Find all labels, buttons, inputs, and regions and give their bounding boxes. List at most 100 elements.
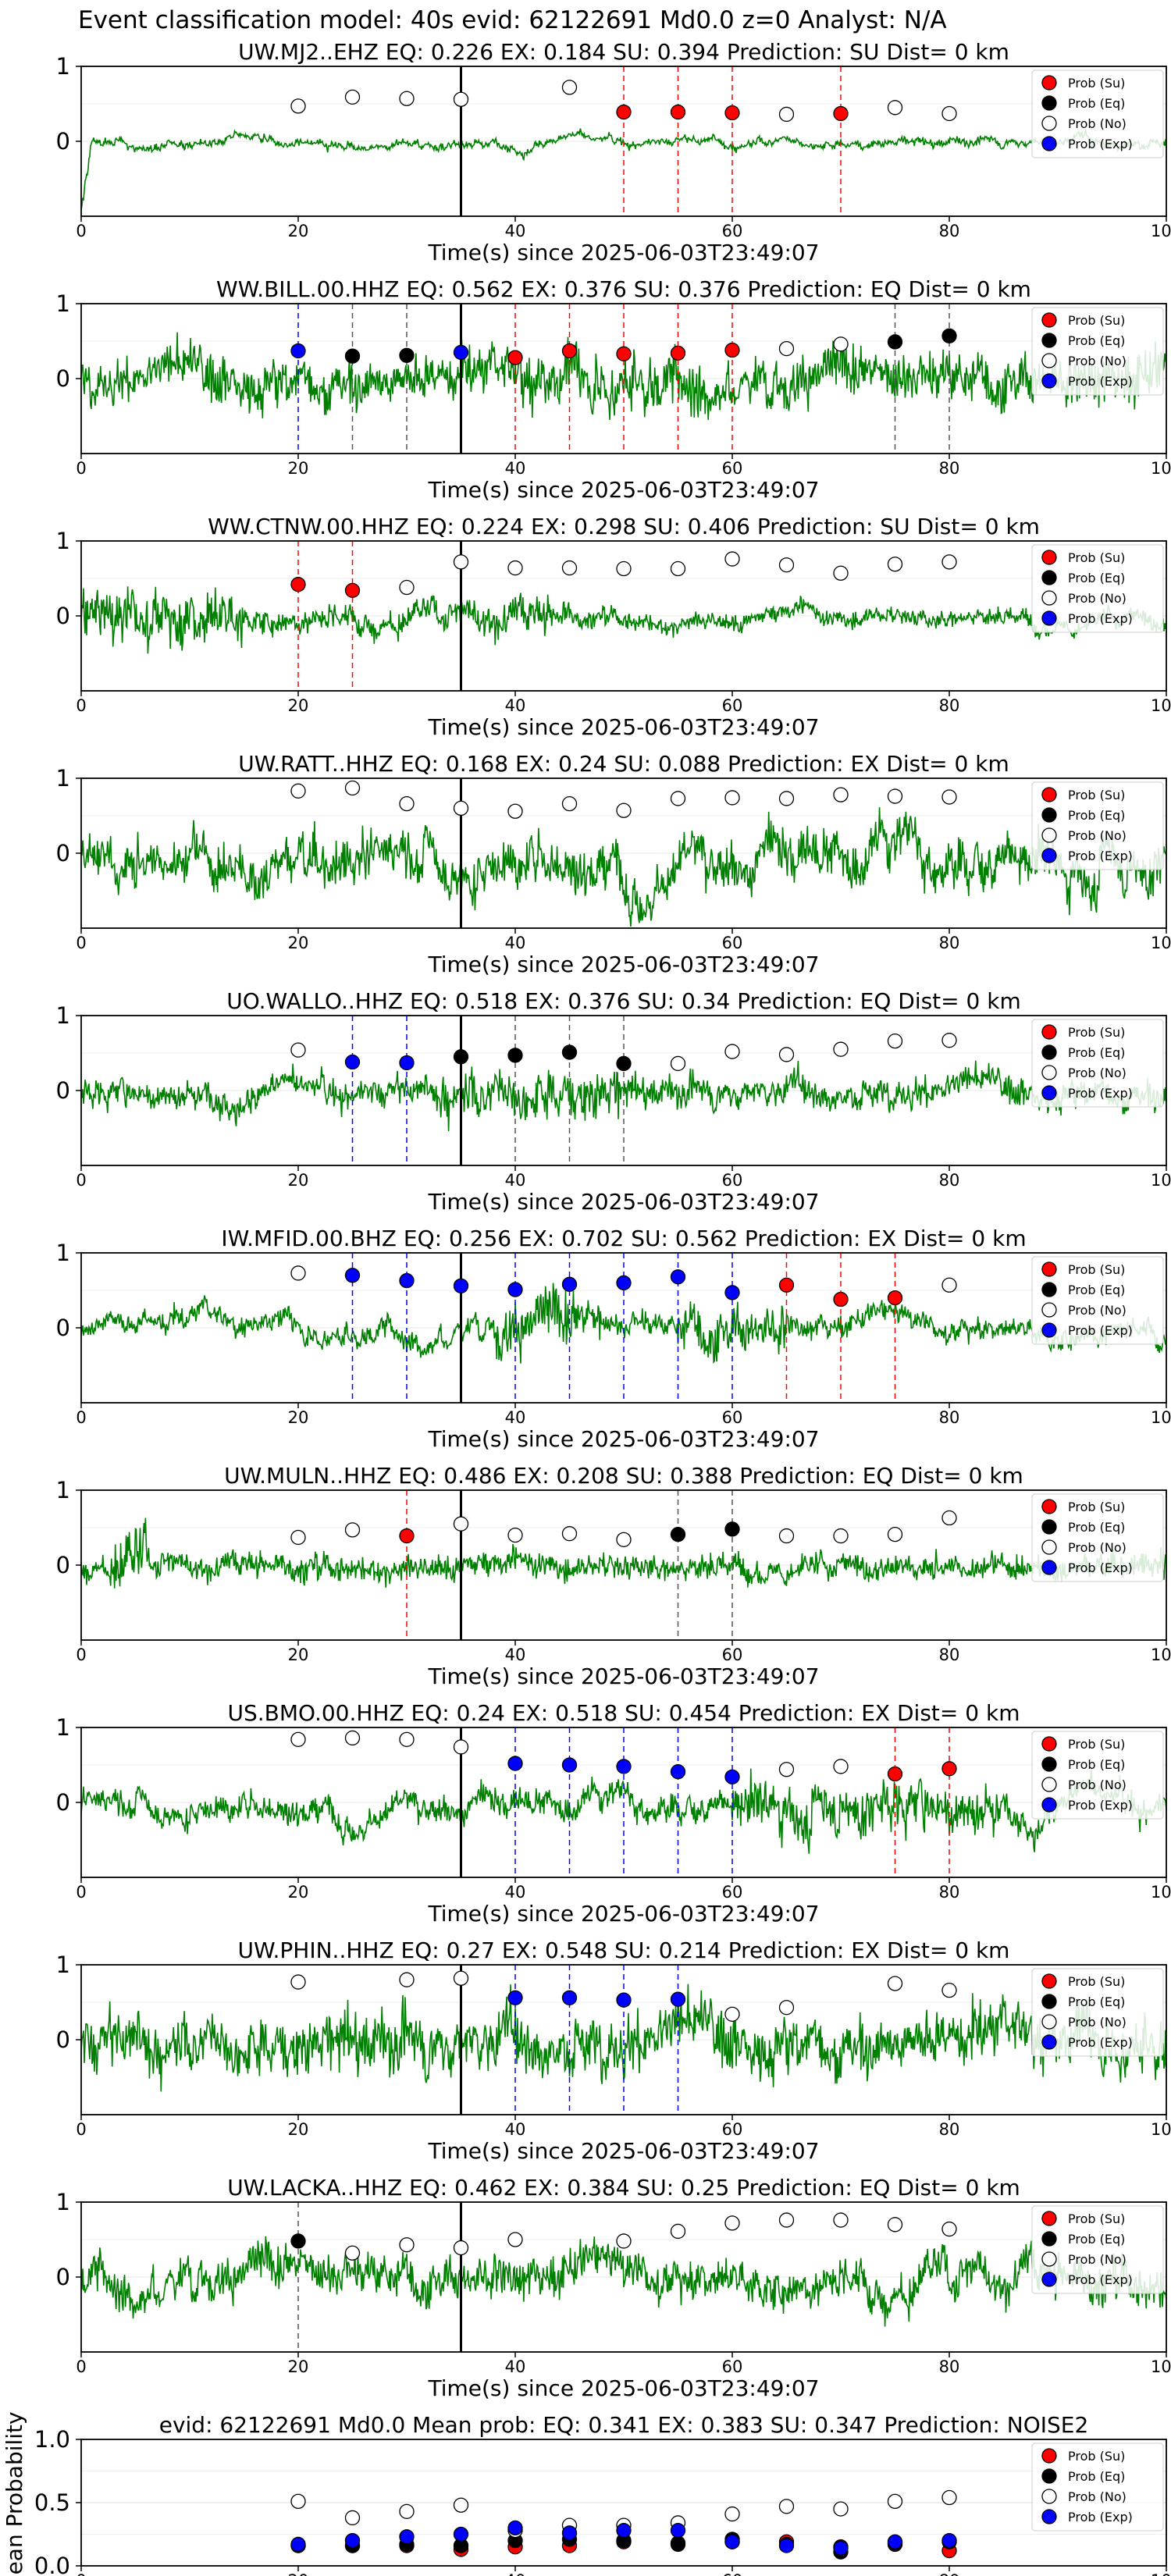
prob-point-no	[344, 1730, 361, 1746]
legend-label-exp: Prob (Exp)	[1068, 374, 1133, 389]
prob-point-no	[670, 1055, 686, 1072]
x-axis-label: Time(s) since 2025-06-03T23:49:07	[427, 714, 819, 740]
prob-point-no	[887, 2493, 903, 2510]
legend-marker-su	[1041, 75, 1057, 91]
legend-box	[1031, 2443, 1164, 2532]
prob-point-su	[561, 343, 578, 359]
chart-panel-2: WW.BILL.00.HHZ EQ: 0.562 EX: 0.376 SU: 0…	[56, 276, 1171, 503]
legend-label-exp: Prob (Exp)	[1068, 1798, 1133, 1813]
prob-point-no	[778, 2499, 795, 2514]
legend-label-no: Prob (No)	[1068, 116, 1127, 131]
prob-point-no	[561, 560, 578, 576]
legend-label-exp: Prob (Exp)	[1068, 849, 1133, 863]
prob-point-exp	[561, 2525, 578, 2541]
prob-point-no	[724, 790, 740, 806]
legend-marker-exp	[1041, 2272, 1057, 2287]
prob-point-su	[616, 346, 632, 361]
prob-point-eq	[290, 2233, 306, 2249]
prob-point-eq	[724, 1521, 740, 1537]
legend-marker-eq	[1041, 807, 1057, 823]
prob-point-no	[507, 1527, 523, 1543]
y-tick-label: 1	[56, 1477, 70, 1503]
legend-marker-no	[1041, 2014, 1057, 2030]
y-tick-label: 1	[56, 1952, 70, 1978]
x-tick-label: 20	[288, 222, 309, 240]
prob-point-no	[399, 795, 415, 812]
prob-point-no	[290, 1974, 306, 1990]
prob-point-exp	[616, 1992, 632, 2008]
prob-point-no	[616, 802, 632, 818]
x-tick-label: 60	[722, 934, 743, 952]
x-tick-label: 40	[505, 1171, 526, 1190]
prob-point-no	[941, 1277, 957, 1293]
prob-point-no	[290, 2493, 306, 2510]
prob-point-exp	[344, 1054, 361, 1070]
legend-label-eq: Prob (Eq)	[1068, 1994, 1125, 2009]
prob-point-no	[616, 1532, 632, 1548]
x-tick-label: 0	[76, 934, 86, 952]
x-tick-label: 20	[288, 2357, 309, 2376]
prob-point-su	[616, 104, 632, 120]
prob-point-su	[887, 1766, 903, 1782]
legend-marker-no	[1041, 353, 1057, 368]
legend-label-eq: Prob (Eq)	[1068, 2232, 1125, 2247]
x-tick-label: 60	[722, 222, 743, 240]
legend-marker-exp	[1041, 2509, 1057, 2524]
legend-marker-su	[1041, 1736, 1057, 1752]
prob-point-eq	[561, 1044, 578, 1060]
x-tick-label: 40	[505, 2357, 526, 2376]
prob-point-exp	[561, 1757, 578, 1773]
legend-label-no: Prob (No)	[1068, 591, 1127, 606]
legend-label-eq: Prob (Eq)	[1068, 571, 1125, 585]
legend-label-no: Prob (No)	[1068, 2252, 1127, 2267]
prob-point-no	[941, 2489, 957, 2506]
y-tick-label: 0	[56, 603, 70, 629]
prob-point-no	[344, 2510, 361, 2526]
legend-marker-exp	[1041, 1322, 1057, 1338]
legend-label-eq: Prob (Eq)	[1068, 1520, 1125, 1535]
prob-point-no	[453, 2240, 469, 2256]
legend-label-no: Prob (No)	[1068, 828, 1127, 843]
prob-point-exp	[290, 2536, 306, 2553]
legend-marker-su	[1041, 1261, 1057, 1277]
prob-point-no	[833, 2212, 849, 2228]
prob-point-eq	[616, 1055, 632, 1072]
prob-point-su	[399, 1528, 415, 1544]
prob-point-no	[778, 1047, 795, 1062]
x-tick-label: 20	[288, 696, 309, 715]
prob-point-exp	[290, 343, 306, 359]
x-tick-label: 80	[939, 2571, 960, 2576]
x-tick-label: 80	[939, 1646, 960, 1664]
prob-point-no	[453, 1516, 469, 1532]
legend-marker-su	[1041, 1024, 1057, 1040]
legend-marker-su	[1041, 550, 1057, 565]
x-tick-label: 60	[722, 1408, 743, 1427]
legend-marker-no	[1041, 1777, 1057, 1792]
legend-marker-su	[1041, 2448, 1057, 2464]
prob-point-eq	[670, 1526, 686, 1542]
legend-marker-eq	[1041, 1756, 1057, 1772]
legend-marker-eq	[1041, 333, 1057, 348]
waveform-trace	[80, 807, 1167, 927]
y-tick-label: 0	[56, 2264, 70, 2290]
prob-point-exp	[344, 2532, 361, 2549]
panel-title: WW.BILL.00.HHZ EQ: 0.562 EX: 0.376 SU: 0…	[216, 276, 1031, 302]
legend-label-eq: Prob (Eq)	[1068, 1045, 1125, 1060]
x-tick-label: 100	[1151, 459, 1171, 478]
legend-marker-su	[1041, 787, 1057, 802]
prob-point-no	[399, 91, 415, 106]
prob-point-su	[507, 350, 523, 365]
prob-point-exp	[724, 2534, 740, 2549]
x-tick-label: 40	[505, 696, 526, 715]
prob-point-eq	[941, 328, 957, 343]
prob-point-no	[887, 788, 903, 804]
x-tick-label: 100	[1151, 2120, 1171, 2139]
y-axis-label: Mean Probability	[2, 2411, 27, 2576]
prob-point-no	[887, 557, 903, 572]
panel-title: UO.WALLO..HHZ EQ: 0.518 EX: 0.376 SU: 0.…	[226, 988, 1020, 1014]
legend-label-exp: Prob (Exp)	[1068, 1323, 1133, 1338]
legend-marker-no	[1041, 2489, 1057, 2504]
chart-panel-10: UW.LACKA..HHZ EQ: 0.462 EX: 0.384 SU: 0.…	[56, 2175, 1171, 2401]
prob-point-no	[778, 1762, 795, 1777]
legend-box	[1031, 2205, 1164, 2294]
